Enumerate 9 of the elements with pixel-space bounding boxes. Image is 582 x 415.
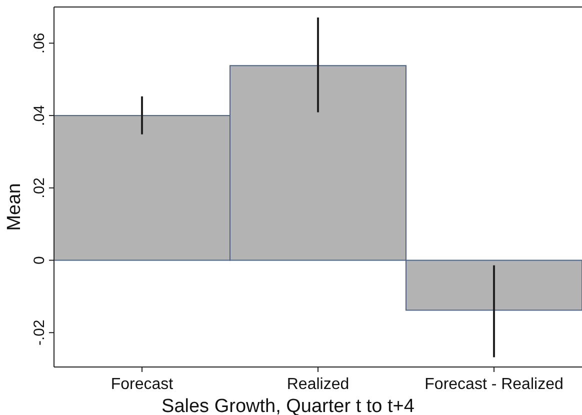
y-tick-label: .02 (31, 177, 48, 198)
x-tick-label: Forecast - Realized (424, 376, 564, 393)
y-tick-label: -.02 (31, 320, 48, 346)
y-tick-label: .06 (31, 32, 48, 54)
x-tick-label: Realized (286, 376, 350, 393)
y-tick-label: .04 (31, 105, 48, 126)
x-tick-label: Forecast (110, 376, 174, 393)
y-axis-title: Mean (4, 183, 25, 231)
y-tick-label: 0 (31, 256, 48, 264)
